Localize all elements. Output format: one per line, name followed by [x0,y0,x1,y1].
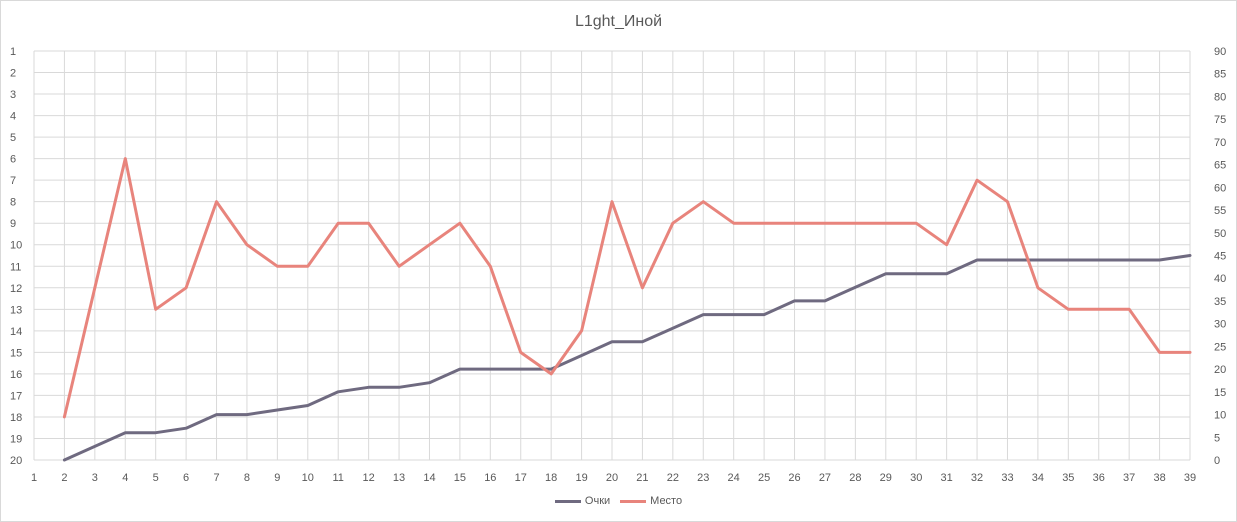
legend-item-place: Место [620,495,682,507]
x-tick-label: 11 [332,472,343,484]
y-left-tick-label: 11 [10,261,21,273]
y-right-tick-label: 50 [1214,228,1226,240]
y-right-tick-label: 70 [1214,137,1226,149]
y-left-tick-label: 15 [10,347,22,359]
legend: Очки Место [1,495,1236,507]
y-right-tick-label: 80 [1214,91,1226,103]
x-tick-label: 4 [122,472,128,484]
y-left-tick-label: 14 [10,326,22,338]
x-tick-label: 8 [244,472,250,484]
y-right-tick-label: 45 [1214,251,1226,263]
y-right-tick-label: 35 [1214,296,1226,308]
y-left-tick-label: 7 [10,175,16,187]
x-tick-label: 35 [1062,472,1074,484]
y-left-tick-label: 17 [10,390,22,402]
x-tick-label: 39 [1184,472,1196,484]
x-tick-label: 14 [423,472,435,484]
x-tick-label: 15 [454,472,466,484]
x-tick-label: 1 [31,472,37,484]
x-tick-label: 34 [1032,472,1044,484]
x-tick-label: 26 [788,472,800,484]
x-tick-label: 24 [728,472,740,484]
x-tick-label: 21 [636,472,648,484]
x-tick-label: 12 [363,472,375,484]
series-line-place [62,157,1192,419]
y-right-tick-label: 10 [1214,410,1226,422]
x-tick-label: 6 [183,472,189,484]
y-left-tick-label: 18 [10,412,22,424]
legend-label-place: Место [650,495,683,507]
x-tick-label: 23 [697,472,709,484]
y-left-tick-label: 20 [10,455,22,467]
y-right-tick-label: 55 [1214,205,1226,217]
x-tick-label: 27 [819,472,831,484]
x-tick-label: 3 [92,472,98,484]
legend-item-points: Очки [554,495,611,507]
x-tick-label: 17 [515,472,527,484]
x-tick-label: 13 [393,472,405,484]
y-left-tick-label: 5 [10,132,16,144]
x-tick-label: 31 [941,472,953,484]
x-tick-label: 2 [61,472,67,484]
y-right-tick-label: 30 [1214,319,1226,331]
y-right-tick-label: 60 [1214,182,1226,194]
y-left-tick-label: 9 [10,218,16,230]
x-tick-label: 37 [1123,472,1135,484]
y-left-tick-label: 1 [10,46,16,58]
x-tick-label: 33 [1001,472,1013,484]
y-right-tick-label: 5 [1214,432,1220,444]
legend-label-points: Очки [584,495,611,507]
y-right-tick-label: 0 [1214,455,1220,467]
x-tick-label: 25 [758,472,770,484]
y-right-tick-label: 65 [1214,160,1226,172]
y-left-tick-label: 13 [10,304,22,316]
y-right-tick-label: 20 [1214,364,1226,376]
series-line-points [62,254,1192,462]
x-tick-label: 38 [1153,472,1165,484]
x-tick-label: 16 [484,472,496,484]
x-tick-label: 18 [545,472,557,484]
y-right-tick-label: 25 [1214,341,1226,353]
y-right-tick-label: 15 [1214,387,1226,399]
x-tick-label: 36 [1093,472,1105,484]
x-tick-label: 20 [606,472,618,484]
y-left-tick-label: 8 [10,197,16,209]
y-left-tick-label: 12 [10,283,22,295]
legend-swatch-points [554,499,581,503]
x-tick-label: 9 [274,472,280,484]
y-right-tick-label: 85 [1214,69,1226,81]
x-tick-label: 19 [575,472,587,484]
x-tick-label: 29 [880,472,892,484]
y-left-tick-label: 16 [10,369,22,381]
y-right-tick-label: 75 [1214,114,1226,126]
y-left-tick-label: 4 [10,111,16,123]
x-tick-label: 28 [849,472,861,484]
y-left-tick-label: 2 [10,68,16,80]
x-tick-label: 30 [910,472,922,484]
x-tick-label: 32 [971,472,983,484]
y-left-tick-label: 3 [10,89,16,101]
y-right-tick-label: 90 [1214,46,1226,58]
y-right-tick-label: 40 [1214,273,1226,285]
x-tick-label: 10 [302,472,314,484]
chart-title: L1ght_Иной [574,13,663,30]
x-tick-label: 5 [153,472,159,484]
y-left-tick-label: 19 [10,433,22,445]
x-tick-label: 22 [667,472,679,484]
y-left-tick-label: 10 [10,240,22,252]
legend-swatch-place [620,499,647,503]
x-tick-label: 7 [213,472,219,484]
y-left-tick-label: 6 [10,154,16,166]
